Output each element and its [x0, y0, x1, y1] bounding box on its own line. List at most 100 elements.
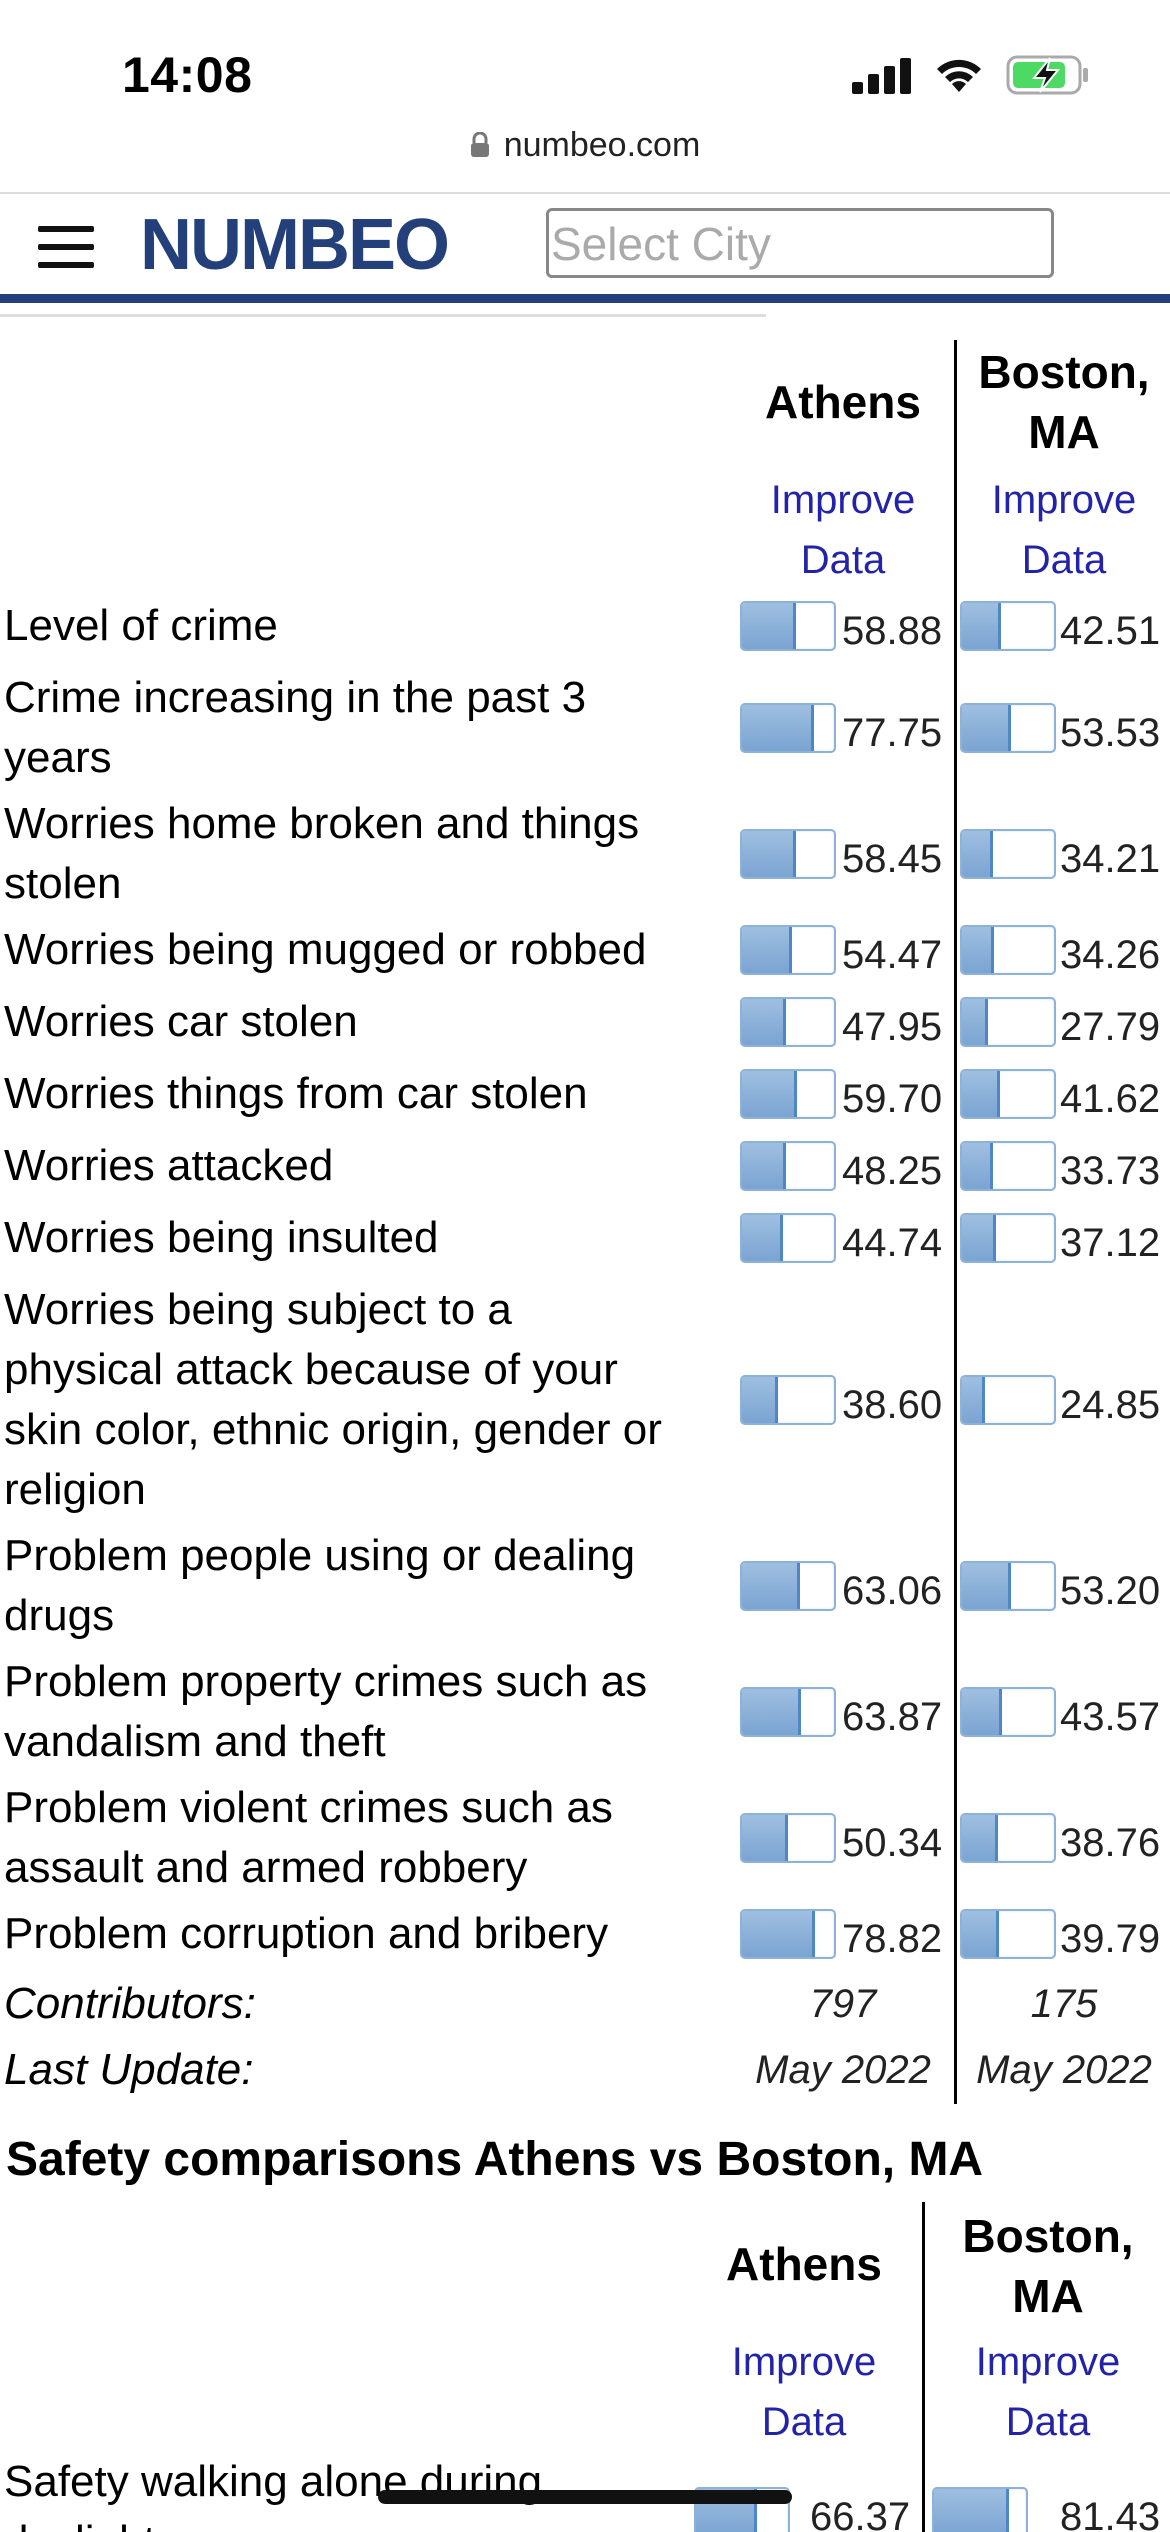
score-value-boston: 37.12 — [1060, 1221, 1161, 1265]
score-value-boston: 27.79 — [1060, 1005, 1161, 1049]
score-bar-boston — [960, 829, 1056, 879]
score-value-boston: 81.43 — [1060, 2495, 1161, 2532]
url-bar[interactable]: numbeo.com — [0, 126, 1170, 165]
row-label-line: Worries being subject to a — [4, 1285, 512, 1334]
lock-icon — [470, 132, 489, 157]
score-value-boston: 24.85 — [1060, 1383, 1161, 1427]
score-bar-athens — [740, 1561, 836, 1611]
score-bar-athens — [740, 703, 836, 753]
status-time: 14:08 — [122, 47, 253, 103]
score-bar-fill — [742, 831, 796, 877]
score-value-athens: 58.88 — [842, 609, 943, 653]
score-bar-fill — [742, 603, 797, 649]
score-bar-fill — [742, 999, 787, 1045]
score-bar-fill — [962, 927, 994, 973]
last-update-label: Last Update: — [4, 2045, 254, 2094]
score-value-boston: 34.21 — [1060, 837, 1161, 881]
score-bar-athens — [740, 601, 836, 651]
site-header: NUMBEO Select City — [0, 194, 1170, 298]
score-bar-boston — [960, 1375, 1056, 1425]
score-bar-athens — [740, 997, 836, 1047]
safety-comparison-title: Safety comparisons Athens vs Boston, MA — [6, 2133, 984, 2186]
row-label-line: skin color, ethnic origin, gender or — [4, 1405, 662, 1454]
score-bar-fill — [962, 1911, 999, 1957]
score-bar-athens — [740, 1375, 836, 1425]
row-label-line: Worries home broken and things — [4, 799, 640, 848]
score-bar-athens — [740, 1141, 836, 1191]
score-value-athens: 48.25 — [842, 1149, 943, 1193]
score-bar-boston — [960, 1141, 1056, 1191]
row-label: Worries being subject to a physical attac… — [4, 1280, 724, 1520]
score-bar-boston — [960, 925, 1056, 975]
score-bar-fill — [742, 1815, 789, 1861]
battery-charging-icon — [1006, 55, 1088, 95]
column-divider — [954, 340, 957, 2104]
score-bar-fill — [934, 2489, 1009, 2532]
score-value-athens: 59.70 — [842, 1077, 943, 1121]
score-bar-fill — [742, 1563, 800, 1609]
contributors-athens: 797 — [809, 1982, 877, 2026]
row-label: Problem people using or dealing drugs — [4, 1526, 724, 1646]
improve-data-link-boston[interactable]: Improve Data — [991, 478, 1137, 582]
score-value-boston: 39.79 — [1060, 1917, 1161, 1961]
status-bar: 14:08 numbeo.com — [0, 0, 1170, 164]
row-label-line: religion — [4, 1465, 146, 1514]
score-bar-fill — [962, 705, 1012, 751]
last-update-boston: May 2022 — [976, 2048, 1152, 2092]
row-label-line: Worries things from car stolen — [4, 1069, 588, 1118]
select-city-input[interactable]: Select City — [546, 208, 1054, 278]
score-bar-fill — [742, 1143, 787, 1189]
score-value-athens: 66.37 — [810, 2495, 911, 2532]
score-value-boston: 38.76 — [1060, 1821, 1161, 1865]
row-label-line: physical attack because of your — [4, 1345, 618, 1394]
score-value-athens: 77.75 — [842, 711, 943, 755]
contributors-boston: 175 — [1030, 1982, 1098, 2026]
improve-data-link-boston-2[interactable]: Improve Data — [975, 2340, 1121, 2444]
improve-data-link-athens[interactable]: Improve Data — [770, 478, 916, 582]
score-bar-fill — [962, 1215, 997, 1261]
score-bar-boston — [960, 601, 1056, 651]
row-label: Worries home broken and things stolen — [4, 794, 724, 914]
url-text: numbeo.com — [503, 126, 701, 164]
row-label-line: Worries being insulted — [4, 1213, 439, 1262]
city-header-athens-2: Athens — [726, 2238, 882, 2290]
score-bar-athens — [740, 1069, 836, 1119]
score-bar-fill — [962, 1689, 1003, 1735]
score-value-boston: 34.26 — [1060, 933, 1161, 977]
row-label-line: drugs — [4, 1591, 115, 1640]
row-label-line: vandalism and theft — [4, 1717, 386, 1766]
score-value-boston: 53.20 — [1060, 1569, 1161, 1613]
score-bar-fill — [962, 831, 994, 877]
header-underline — [0, 294, 1170, 303]
score-bar-fill — [962, 1377, 985, 1423]
row-label: Worries things from car stolen — [4, 1064, 724, 1124]
cellular-signal-icon — [852, 58, 911, 94]
score-value-athens: 50.34 — [842, 1821, 943, 1865]
score-bar-athens — [740, 1687, 836, 1737]
row-label-line: Problem property crimes such as — [4, 1657, 648, 1706]
improve-data-link-athens-2[interactable]: Improve Data — [731, 2340, 877, 2444]
score-value-athens: 58.45 — [842, 837, 943, 881]
wifi-icon — [937, 59, 981, 92]
score-value-boston: 42.51 — [1060, 609, 1161, 653]
score-value-boston: 53.53 — [1060, 711, 1161, 755]
row-label-line: Worries attacked — [4, 1141, 334, 1190]
row-label-line: Level of crime — [4, 601, 278, 650]
score-bar-athens — [740, 829, 836, 879]
menu-icon[interactable] — [38, 226, 94, 268]
home-indicator[interactable] — [378, 2490, 792, 2504]
score-bar-athens — [740, 925, 836, 975]
score-bar-boston — [960, 1687, 1056, 1737]
row-label: Crime increasing in the past 3 years — [4, 668, 724, 788]
row-label: Worries attacked — [4, 1136, 724, 1196]
score-value-boston: 41.62 — [1060, 1077, 1161, 1121]
row-label: Level of crime — [4, 596, 724, 656]
score-bar-athens — [740, 1213, 836, 1263]
score-bar-boston — [960, 1213, 1056, 1263]
row-label-line: assault and armed robbery — [4, 1843, 528, 1892]
row-label-line: years — [4, 733, 112, 782]
numbeo-logo[interactable]: NUMBEO — [140, 205, 450, 285]
row-label-line: daylight — [4, 2512, 724, 2532]
score-bar-fill — [962, 1815, 998, 1861]
row-label-line: stolen — [4, 859, 122, 908]
